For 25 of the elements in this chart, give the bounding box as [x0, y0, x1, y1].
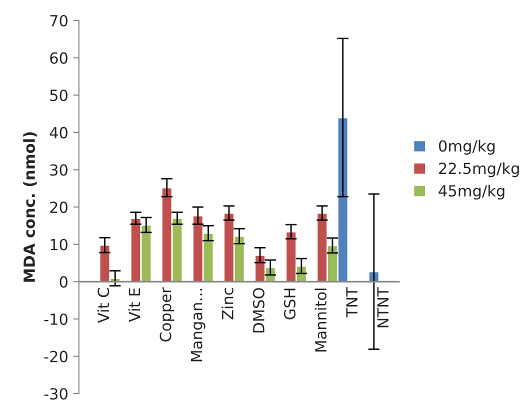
y-tick-label: 30: [50, 164, 68, 176]
x-tick-label: NTNT: [377, 287, 388, 328]
legend-label: 0mg/kg: [438, 140, 495, 155]
y-tick-label: 60: [50, 52, 68, 64]
x-tick-label: Zinc: [222, 288, 234, 320]
x-tick-label: GSH: [284, 288, 296, 320]
y-tick-label: -30: [44, 388, 68, 400]
legend-label: 45mg/kg: [438, 184, 504, 200]
x-tick-label: Mannitol: [314, 288, 327, 352]
y-tick-label: -20: [44, 350, 68, 362]
y-tick-label: 40: [50, 126, 68, 138]
x-tick-label: Mangan...: [191, 288, 206, 362]
y-tick-label: 10: [50, 238, 68, 250]
y-tick-label: 0: [60, 276, 68, 288]
y-tick-label: 20: [50, 202, 68, 214]
y-tick-label: 50: [50, 90, 68, 102]
y-tick-label: -10: [44, 313, 68, 325]
y-axis-title: MDA conc. (nmol): [23, 132, 37, 282]
legend-label: 22.5mg/kg: [439, 162, 519, 178]
x-tick-label: DMSO: [252, 288, 264, 332]
x-tick-label: Copper: [160, 287, 174, 342]
x-tick-label: Vit C: [97, 288, 110, 323]
y-tick-label: 70: [50, 14, 68, 27]
x-tick-label: TNT: [346, 287, 358, 318]
x-tick-label: Vit E: [128, 288, 140, 322]
